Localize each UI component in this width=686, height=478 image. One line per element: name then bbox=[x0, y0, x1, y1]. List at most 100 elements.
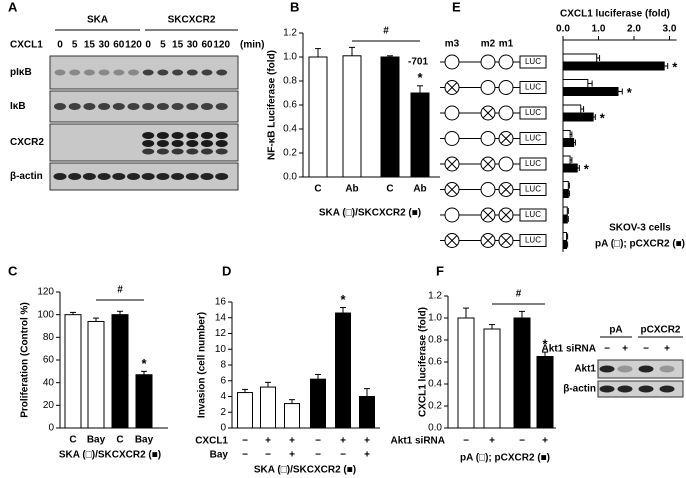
mutation-mark bbox=[482, 107, 494, 119]
y-axis-label: Invasion (cell number) bbox=[197, 312, 208, 418]
blot-band bbox=[186, 103, 199, 110]
condition-sign: − bbox=[242, 436, 248, 447]
significance-star: * bbox=[672, 59, 678, 74]
blot-band bbox=[142, 140, 155, 147]
y-tick-label: 0.8 bbox=[428, 335, 442, 346]
bar bbox=[562, 130, 571, 139]
blot-band bbox=[599, 385, 615, 393]
bar bbox=[260, 386, 276, 429]
element-circle bbox=[444, 207, 460, 223]
time-label: 15 bbox=[172, 40, 184, 51]
y-tick-label: 4 bbox=[220, 391, 226, 402]
y-tick-label: 120 bbox=[37, 287, 54, 298]
blot-band bbox=[98, 69, 110, 76]
x-tick-label: C bbox=[386, 184, 393, 195]
blot-band bbox=[201, 140, 213, 147]
blot-band bbox=[54, 69, 66, 76]
bar bbox=[237, 392, 253, 429]
row-label: IκB bbox=[10, 101, 26, 112]
element-circle bbox=[444, 131, 460, 146]
blot-band bbox=[599, 365, 615, 373]
y-tick-label: 0.0 bbox=[428, 423, 442, 434]
row-label: β-actin bbox=[563, 384, 596, 395]
condition-sign: − bbox=[265, 450, 271, 461]
significance-star: * bbox=[627, 85, 633, 100]
bar bbox=[87, 320, 105, 429]
reporter-label: LUC bbox=[525, 108, 541, 117]
x-tick-label: Bay bbox=[135, 435, 154, 446]
blot-band bbox=[141, 173, 155, 180]
panel-label: D bbox=[222, 263, 231, 278]
group-label: pA bbox=[609, 325, 622, 336]
reporter-box bbox=[519, 55, 547, 69]
blot-band bbox=[186, 140, 199, 147]
reporter-box bbox=[519, 234, 547, 247]
group-label: SKCXCR2 bbox=[168, 15, 216, 26]
reporter-label: LUC bbox=[525, 210, 541, 219]
bar bbox=[562, 214, 568, 224]
condition-sign: + bbox=[489, 436, 495, 447]
comparison-mark: # bbox=[117, 285, 123, 296]
bar bbox=[562, 112, 594, 122]
x-tick-label: Ab bbox=[413, 184, 426, 195]
condition-sign: − bbox=[315, 436, 321, 447]
y-tick-label: 0.8 bbox=[283, 76, 297, 87]
bar bbox=[562, 87, 619, 96]
time-label: 5 bbox=[160, 40, 166, 51]
element-circle bbox=[498, 105, 514, 121]
y-axis-label: Proliferation (Control %) bbox=[20, 302, 31, 418]
chart-title: CXCL1 luciferase (fold) bbox=[560, 9, 670, 20]
x-axis-label: SKA (□)/SKCXCR2 (■) bbox=[59, 450, 161, 461]
bar bbox=[483, 328, 501, 429]
blot-band bbox=[185, 173, 199, 180]
time-label: 5 bbox=[72, 40, 78, 51]
construct-label: -701 bbox=[408, 57, 428, 68]
blot-band bbox=[112, 103, 125, 110]
y-tick-label: 0.6 bbox=[428, 357, 442, 368]
reporter-box bbox=[519, 106, 547, 120]
treatment-label: Akt1 siRNA bbox=[542, 344, 596, 355]
condition-sign: − bbox=[340, 450, 346, 461]
blot-band bbox=[142, 69, 154, 76]
y-tick-label: 0.2 bbox=[283, 148, 297, 159]
element-circle bbox=[480, 182, 496, 197]
reporter-box bbox=[519, 208, 547, 222]
blot-band bbox=[171, 148, 184, 155]
blot-band bbox=[157, 69, 169, 76]
significance-star: * bbox=[584, 161, 590, 176]
blot-band bbox=[97, 173, 111, 180]
blot-band bbox=[127, 103, 140, 110]
blot-band bbox=[617, 365, 633, 373]
blot-band bbox=[659, 385, 675, 393]
blot-band bbox=[171, 103, 184, 110]
x-tick-label: 3.0 bbox=[663, 24, 677, 35]
bar bbox=[284, 403, 300, 429]
panel-label: C bbox=[8, 263, 18, 278]
blot-band bbox=[82, 173, 96, 180]
element-label: m1 bbox=[499, 39, 514, 50]
blot-band bbox=[53, 173, 67, 180]
time-label: 30 bbox=[99, 40, 111, 51]
bar bbox=[457, 317, 475, 429]
x-tick-label: 2.0 bbox=[627, 24, 641, 35]
blot-band bbox=[617, 385, 633, 393]
element-circle bbox=[498, 80, 514, 95]
bar bbox=[562, 53, 598, 63]
significance-star: * bbox=[542, 337, 548, 352]
condition-sign: + bbox=[265, 436, 271, 447]
blot-band bbox=[68, 173, 82, 180]
element-circle bbox=[444, 54, 460, 70]
reporter-label: LUC bbox=[525, 83, 541, 92]
y-tick-label: 14 bbox=[215, 312, 227, 323]
mutation-mark bbox=[446, 158, 458, 170]
bar bbox=[410, 92, 430, 178]
panel-label: A bbox=[8, 0, 18, 14]
blot-band bbox=[156, 173, 170, 180]
time-label: 120 bbox=[213, 40, 230, 51]
bar bbox=[562, 104, 582, 114]
blot-band bbox=[142, 103, 155, 110]
y-tick-label: 80 bbox=[43, 332, 55, 343]
blot-band bbox=[171, 132, 184, 139]
group-label: SKA bbox=[87, 15, 108, 26]
y-tick-label: 1.2 bbox=[283, 28, 297, 39]
